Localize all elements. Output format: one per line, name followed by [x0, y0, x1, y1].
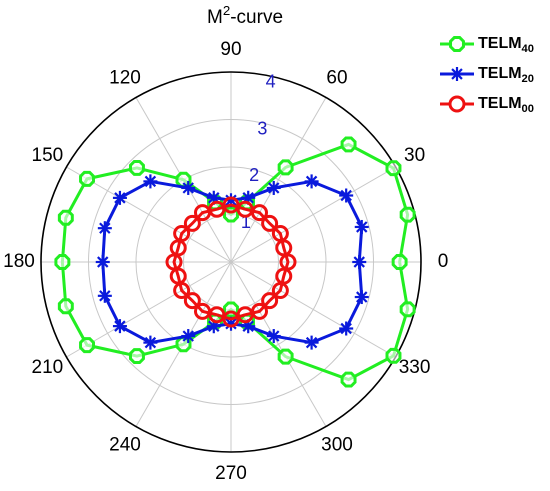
- marker: [112, 190, 127, 205]
- marker: [173, 282, 191, 299]
- marker-stroke: [114, 192, 126, 204]
- marker-stroke: [268, 182, 280, 194]
- marker: [54, 254, 71, 270]
- marker: [181, 180, 196, 195]
- theta-tick-label: 270: [215, 463, 247, 484]
- legend-marker: [448, 95, 466, 113]
- theta-tick-label: 240: [109, 435, 141, 456]
- marker: [143, 174, 158, 189]
- marker-stroke: [114, 320, 126, 332]
- marker: [340, 371, 357, 388]
- series-line: [172, 203, 290, 321]
- r-tick-label: 1: [241, 212, 251, 232]
- marker: [385, 347, 402, 364]
- marker: [277, 348, 294, 365]
- marker-stroke: [182, 182, 194, 194]
- marker: [143, 335, 158, 350]
- marker-stroke: [225, 318, 237, 330]
- marker: [352, 255, 367, 269]
- legend-label: TELM40: [478, 35, 534, 55]
- marker: [97, 221, 112, 236]
- r-tick-label: 2: [249, 165, 259, 185]
- marker-stroke: [97, 256, 109, 268]
- marker: [385, 160, 402, 177]
- marker-stroke: [356, 221, 368, 233]
- marker: [266, 329, 281, 344]
- marker: [399, 206, 416, 223]
- legend-marker: [449, 36, 465, 52]
- marker: [57, 209, 74, 226]
- legend-label: TELM20: [478, 65, 534, 85]
- marker-stroke: [353, 256, 365, 268]
- marker: [128, 159, 145, 176]
- marker-stroke: [305, 336, 318, 349]
- theta-tick-label: 180: [3, 251, 35, 272]
- marker-stroke: [451, 68, 463, 80]
- marker: [277, 159, 294, 176]
- marker-stroke: [144, 175, 157, 188]
- marker-stroke: [99, 222, 111, 234]
- grid-ring: [88, 119, 374, 405]
- marker-stroke: [268, 330, 280, 342]
- marker: [354, 290, 369, 305]
- marker: [251, 302, 268, 320]
- marker: [194, 204, 211, 222]
- theta-tick-label: 210: [32, 357, 64, 378]
- marker: [261, 214, 279, 232]
- theta-tick-label: 30: [404, 145, 425, 166]
- theta-tick-label: 0: [438, 251, 449, 272]
- marker-stroke: [208, 192, 220, 204]
- marker: [97, 288, 112, 303]
- theta-tick-label: 120: [109, 67, 141, 88]
- marker-stroke: [225, 194, 237, 206]
- marker: [112, 319, 127, 334]
- marker: [183, 292, 201, 310]
- marker: [275, 267, 293, 285]
- marker: [181, 329, 196, 344]
- marker: [183, 214, 201, 232]
- theta-tick-label: 90: [220, 39, 241, 60]
- marker: [95, 255, 110, 269]
- outer-ring: [40, 71, 422, 453]
- marker-stroke: [144, 336, 157, 349]
- theta-tick-label: 300: [321, 435, 353, 456]
- legend-marker: [450, 67, 464, 81]
- marker-stroke: [340, 189, 352, 202]
- marker: [391, 254, 408, 270]
- marker: [339, 321, 354, 336]
- r-tick-label: 4: [266, 72, 276, 92]
- theta-tick-label: 60: [326, 67, 347, 88]
- marker: [57, 298, 74, 315]
- marker: [354, 219, 369, 234]
- marker: [261, 292, 279, 310]
- marker-stroke: [242, 320, 254, 332]
- marker: [399, 301, 416, 318]
- marker: [271, 225, 289, 242]
- r-tick-label: 3: [257, 118, 267, 138]
- marker-stroke: [305, 175, 318, 188]
- grid-ring: [135, 166, 327, 358]
- marker-stroke: [356, 291, 368, 303]
- marker-stroke: [182, 330, 194, 342]
- marker: [128, 348, 145, 365]
- marker: [266, 180, 281, 195]
- marker: [304, 174, 319, 189]
- marker: [304, 335, 319, 350]
- marker: [340, 136, 357, 153]
- theta-tick-label: 150: [32, 145, 64, 166]
- marker-stroke: [99, 290, 111, 302]
- marker-stroke: [340, 322, 352, 335]
- marker: [79, 337, 95, 354]
- marker: [79, 170, 95, 187]
- marker: [339, 188, 354, 203]
- chart-title: M2-curve: [207, 3, 283, 29]
- legend-label: TELM00: [478, 95, 534, 115]
- theta-tick-label: 330: [399, 357, 431, 378]
